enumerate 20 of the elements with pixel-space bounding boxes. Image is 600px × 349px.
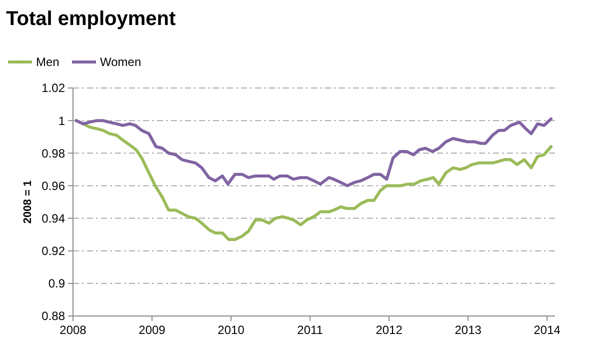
y-axis-title: 2008 = 1 (22, 180, 34, 224)
y-tick-label: 0.9 (48, 276, 66, 291)
y-tick-label: 0.88 (42, 309, 66, 324)
x-tick-label: 2012 (376, 323, 403, 337)
x-tick-label: 2010 (218, 323, 245, 337)
chart-title: Total employment (6, 8, 176, 30)
y-tick-label: 1.02 (42, 81, 66, 96)
y-tick-label: 1 (58, 114, 66, 128)
x-tick-label: 2009 (138, 323, 166, 337)
y-tick-label: 0.92 (42, 244, 66, 258)
x-tick-label: 2013 (454, 323, 482, 337)
y-tick-label: 0.96 (42, 178, 66, 193)
y-tick-label: 0.94 (42, 211, 66, 226)
legend-label: Women (100, 55, 142, 70)
y-tick-label: 0.98 (42, 146, 66, 160)
x-tick-label: 2011 (297, 323, 324, 337)
x-tick-label: 2008 (60, 323, 87, 337)
legend-label: Men (36, 55, 60, 70)
line-series (74, 117, 553, 188)
x-tick-label: 2014 (534, 323, 561, 337)
